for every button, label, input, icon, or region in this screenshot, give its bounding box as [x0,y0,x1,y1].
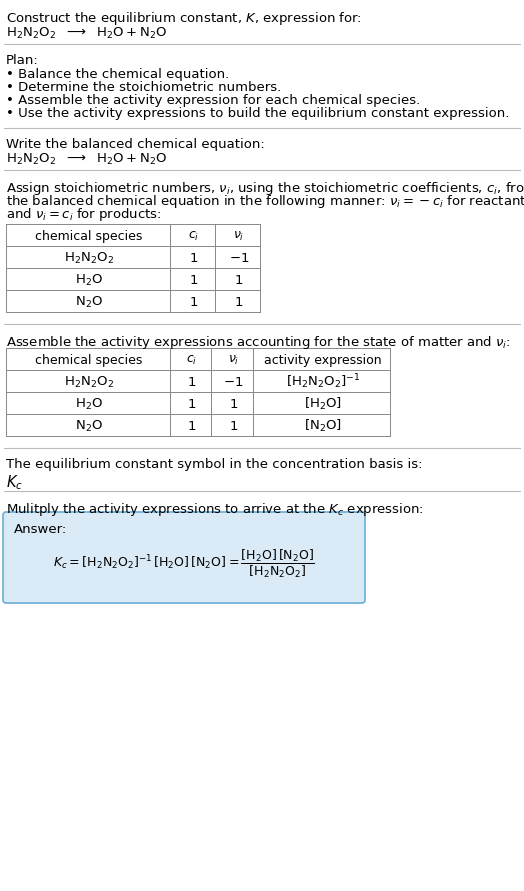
Text: $c_i$: $c_i$ [188,230,199,242]
Text: 1: 1 [187,376,196,388]
Text: and $\nu_i = c_i$ for products:: and $\nu_i = c_i$ for products: [6,206,161,223]
Text: $-1$: $-1$ [223,376,244,388]
Text: $K_c = [\mathrm{H_2N_2O_2}]^{-1}\,[\mathrm{H_2O}]\,[\mathrm{N_2O}] = \dfrac{[\ma: $K_c = [\mathrm{H_2N_2O_2}]^{-1}\,[\math… [53,548,315,580]
Text: 1: 1 [235,274,243,287]
Text: $\nu_i$: $\nu_i$ [228,354,239,367]
Text: 1: 1 [230,420,238,433]
Text: chemical species: chemical species [35,354,143,366]
Text: $\mathrm{N_2O}$: $\mathrm{N_2O}$ [75,419,103,434]
Text: $[\mathrm{H_2N_2O_2}]^{-1}$: $[\mathrm{H_2N_2O_2}]^{-1}$ [286,372,361,391]
Text: • Balance the chemical equation.: • Balance the chemical equation. [6,68,230,81]
Text: 1: 1 [230,397,238,411]
Text: $\mathrm{H_2O}$: $\mathrm{H_2O}$ [75,396,103,412]
Text: $\mathrm{H_2N_2O_2}$: $\mathrm{H_2N_2O_2}$ [64,250,114,266]
Text: $K_c$: $K_c$ [6,473,23,492]
Text: Write the balanced chemical equation:: Write the balanced chemical equation: [6,138,265,151]
Text: Assemble the activity expressions accounting for the state of matter and $\nu_i$: Assemble the activity expressions accoun… [6,334,511,351]
Text: $\mathrm{H_2N_2O_2}$: $\mathrm{H_2N_2O_2}$ [64,374,114,389]
Text: 1: 1 [189,251,198,265]
Text: Answer:: Answer: [14,523,67,536]
Text: $c_i$: $c_i$ [186,354,197,367]
Text: 1: 1 [187,420,196,433]
Text: $[\mathrm{H_2O}]$: $[\mathrm{H_2O}]$ [304,396,342,413]
Text: 1: 1 [189,274,198,287]
Text: • Use the activity expressions to build the equilibrium constant expression.: • Use the activity expressions to build … [6,107,509,120]
Text: $[\mathrm{N_2O}]$: $[\mathrm{N_2O}]$ [304,418,342,434]
Text: • Determine the stoichiometric numbers.: • Determine the stoichiometric numbers. [6,81,281,94]
Text: • Assemble the activity expression for each chemical species.: • Assemble the activity expression for e… [6,94,420,107]
Text: chemical species: chemical species [35,230,143,242]
Text: Mulitply the activity expressions to arrive at the $K_c$ expression:: Mulitply the activity expressions to arr… [6,501,424,518]
Text: $\nu_i$: $\nu_i$ [233,230,245,242]
Text: activity expression: activity expression [264,354,382,366]
Text: 1: 1 [187,397,196,411]
Text: Plan:: Plan: [6,54,39,67]
Text: Construct the equilibrium constant, $K$, expression for:: Construct the equilibrium constant, $K$,… [6,10,362,27]
Text: $\mathrm{H_2O}$: $\mathrm{H_2O}$ [75,273,103,288]
Text: $-1$: $-1$ [229,251,249,265]
Text: $\mathrm{H_2N_2O_2}$  $\longrightarrow$  $\mathrm{H_2O + N_2O}$: $\mathrm{H_2N_2O_2}$ $\longrightarrow$ $… [6,26,168,41]
Text: 1: 1 [189,296,198,308]
Text: 1: 1 [235,296,243,308]
Text: Assign stoichiometric numbers, $\nu_i$, using the stoichiometric coefficients, $: Assign stoichiometric numbers, $\nu_i$, … [6,180,524,197]
Text: The equilibrium constant symbol in the concentration basis is:: The equilibrium constant symbol in the c… [6,458,422,471]
Text: $\mathrm{N_2O}$: $\mathrm{N_2O}$ [75,295,103,310]
Text: the balanced chemical equation in the following manner: $\nu_i = -c_i$ for react: the balanced chemical equation in the fo… [6,193,524,210]
Text: $\mathrm{H_2N_2O_2}$  $\longrightarrow$  $\mathrm{H_2O + N_2O}$: $\mathrm{H_2N_2O_2}$ $\longrightarrow$ $… [6,152,168,168]
FancyBboxPatch shape [3,512,365,603]
